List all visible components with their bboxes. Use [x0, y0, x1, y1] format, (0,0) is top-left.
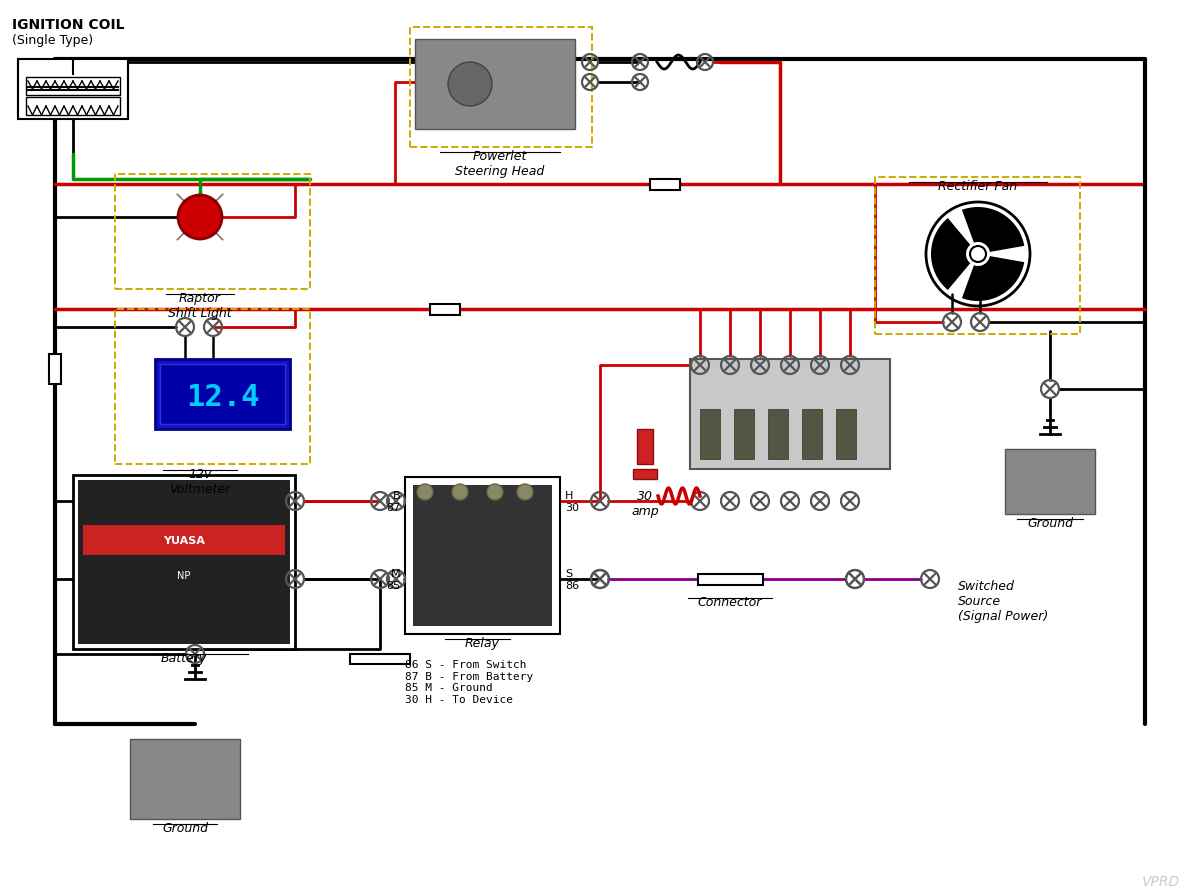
Circle shape	[970, 246, 986, 263]
Text: Switched
Source
(Signal Power): Switched Source (Signal Power)	[958, 579, 1049, 622]
Bar	[415, 40, 575, 130]
Bar	[18, 60, 128, 120]
Bar	[160, 364, 286, 424]
Polygon shape	[962, 257, 1025, 301]
Polygon shape	[931, 219, 971, 291]
Circle shape	[452, 485, 468, 501]
Text: Battery: Battery	[161, 651, 208, 664]
Bar	[115, 175, 310, 290]
Bar	[350, 654, 410, 664]
Circle shape	[178, 196, 222, 240]
Bar	[650, 179, 680, 190]
Text: 86 S - From Switch
87 B - From Battery
85 M - Ground
30 H - To Device: 86 S - From Switch 87 B - From Battery 8…	[406, 659, 533, 704]
Text: Raptor
Shift Light: Raptor Shift Light	[168, 291, 232, 320]
Text: 30
amp: 30 amp	[631, 489, 659, 517]
Bar	[78, 480, 290, 644]
Bar	[413, 486, 552, 626]
Text: 12v
Voltmeter: 12v Voltmeter	[169, 468, 230, 495]
Bar	[836, 409, 856, 460]
Text: 12.4: 12.4	[186, 383, 259, 412]
Bar	[26, 97, 120, 116]
Bar	[697, 574, 762, 585]
Circle shape	[418, 485, 433, 501]
Bar	[115, 309, 310, 464]
Text: Relay: Relay	[466, 636, 500, 649]
Text: YUASA: YUASA	[163, 535, 205, 546]
Bar	[410, 28, 592, 148]
Bar	[73, 476, 295, 649]
Text: Connector: Connector	[698, 595, 762, 609]
Bar	[690, 360, 890, 470]
Bar	[430, 304, 460, 315]
Bar	[802, 409, 822, 460]
Text: Ground: Ground	[162, 821, 208, 834]
Bar	[130, 739, 240, 819]
Bar	[83, 525, 286, 556]
Text: B
87: B 87	[385, 491, 400, 512]
Text: (Single Type): (Single Type)	[12, 34, 94, 47]
Text: VPRD: VPRD	[1142, 874, 1180, 886]
Bar	[875, 178, 1080, 335]
Text: Rectifier Fan: Rectifier Fan	[938, 180, 1018, 193]
Text: H
30: H 30	[565, 491, 580, 512]
Text: M
85: M 85	[386, 569, 400, 590]
Bar	[734, 409, 754, 460]
Bar	[26, 78, 120, 96]
Bar	[700, 409, 720, 460]
Text: Ground: Ground	[1027, 517, 1073, 530]
Circle shape	[517, 485, 533, 501]
Bar	[637, 430, 653, 464]
Bar	[406, 478, 560, 634]
Bar	[1006, 449, 1096, 515]
Bar	[155, 360, 290, 430]
Circle shape	[487, 485, 503, 501]
Text: Powerlet
Steering Head: Powerlet Steering Head	[455, 150, 545, 178]
Bar	[49, 354, 61, 385]
Text: S
86: S 86	[565, 569, 580, 590]
Text: IGNITION COIL: IGNITION COIL	[12, 18, 125, 32]
Bar	[634, 470, 658, 479]
Text: NP: NP	[178, 571, 191, 580]
Circle shape	[448, 63, 492, 107]
Bar	[768, 409, 788, 460]
Polygon shape	[962, 208, 1025, 253]
